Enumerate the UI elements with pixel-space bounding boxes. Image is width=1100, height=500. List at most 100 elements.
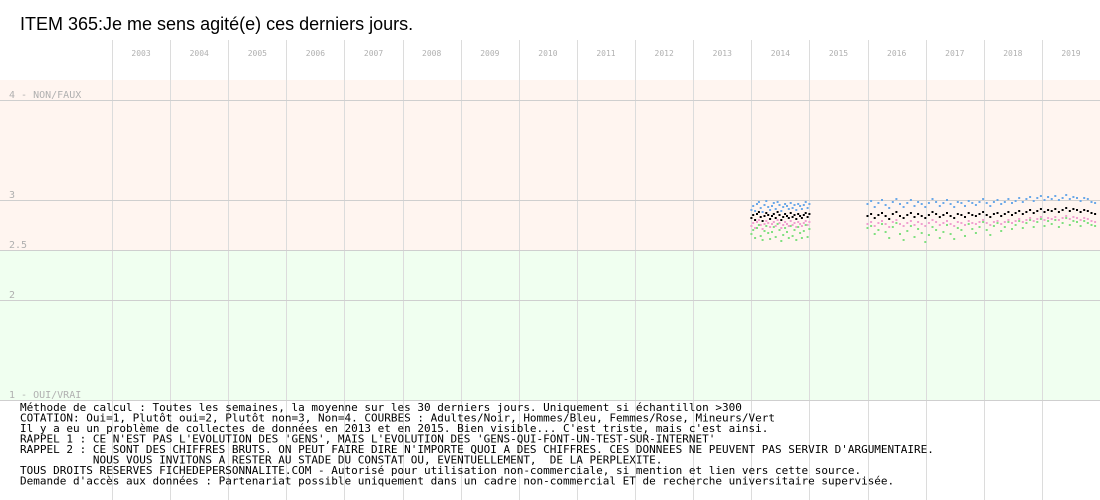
data-point bbox=[946, 220, 948, 222]
data-point bbox=[806, 224, 809, 226]
data-point bbox=[935, 221, 938, 223]
data-point bbox=[1086, 210, 1089, 212]
note-line: RAPPEL 1 : CE N'EST PAS L'EVOLUTION DES … bbox=[20, 433, 715, 446]
data-point bbox=[1014, 224, 1017, 226]
data-point bbox=[917, 201, 920, 203]
data-point bbox=[1065, 207, 1068, 209]
data-point bbox=[1086, 198, 1089, 200]
data-point bbox=[906, 222, 909, 224]
data-point bbox=[964, 224, 966, 226]
data-point bbox=[881, 223, 883, 225]
data-point bbox=[881, 220, 883, 222]
data-point bbox=[791, 207, 794, 209]
data-point bbox=[1032, 200, 1035, 202]
data-point bbox=[891, 213, 894, 215]
footnotes: Méthode de calcul : Toutes les semaines,… bbox=[20, 401, 934, 488]
data-point bbox=[909, 220, 912, 222]
data-point bbox=[1076, 197, 1078, 199]
data-point bbox=[870, 213, 873, 215]
data-point bbox=[870, 200, 873, 202]
data-point bbox=[1000, 203, 1003, 205]
data-point bbox=[763, 230, 766, 232]
data-point bbox=[938, 205, 941, 207]
series-3 bbox=[750, 217, 1097, 243]
data-point bbox=[1021, 213, 1024, 215]
data-point bbox=[797, 203, 800, 205]
data-point bbox=[917, 228, 920, 230]
data-point bbox=[920, 203, 923, 205]
data-point bbox=[942, 214, 945, 216]
data-point bbox=[1057, 199, 1060, 201]
data-point bbox=[1072, 220, 1075, 222]
data-point bbox=[791, 216, 794, 218]
data-point bbox=[750, 233, 753, 235]
data-point bbox=[1090, 201, 1093, 203]
y-tick-label: 2.5 bbox=[9, 240, 27, 251]
note-line: Il y a eu un problème de collectes de do… bbox=[20, 422, 768, 435]
data-point bbox=[754, 237, 757, 239]
data-point bbox=[996, 222, 999, 224]
data-point bbox=[804, 212, 807, 214]
x-tick-label: 2016 bbox=[887, 49, 906, 58]
data-point bbox=[1011, 222, 1013, 224]
data-point bbox=[1018, 210, 1021, 212]
x-tick-label: 2018 bbox=[1003, 49, 1022, 58]
band-0 bbox=[0, 80, 1100, 250]
data-point bbox=[978, 221, 981, 223]
data-point bbox=[757, 224, 760, 226]
data-point bbox=[1054, 216, 1057, 218]
data-point bbox=[800, 208, 803, 210]
data-point bbox=[799, 205, 802, 207]
data-point bbox=[877, 222, 880, 224]
data-point bbox=[1043, 199, 1046, 201]
data-point bbox=[931, 198, 934, 200]
data-point bbox=[759, 235, 762, 237]
data-point bbox=[786, 205, 788, 207]
data-point bbox=[909, 225, 912, 227]
data-point bbox=[1039, 218, 1042, 220]
data-point bbox=[750, 209, 753, 211]
data-point bbox=[772, 213, 775, 215]
y-tick-label: 1 - OUI/VRAI bbox=[9, 390, 81, 401]
data-point bbox=[1032, 220, 1035, 222]
data-point bbox=[752, 214, 755, 216]
data-point bbox=[808, 213, 811, 215]
data-point bbox=[1014, 220, 1017, 222]
data-point bbox=[780, 219, 783, 221]
data-point bbox=[1043, 219, 1046, 221]
data-point bbox=[1079, 211, 1082, 213]
data-point bbox=[800, 225, 803, 227]
data-point bbox=[1032, 212, 1035, 214]
data-point bbox=[1083, 220, 1086, 222]
data-point bbox=[1079, 219, 1082, 221]
data-point bbox=[1047, 220, 1050, 222]
data-point bbox=[1090, 220, 1093, 222]
data-point bbox=[784, 213, 787, 215]
data-point bbox=[938, 237, 941, 239]
data-point bbox=[1090, 224, 1093, 226]
series-1 bbox=[750, 194, 1097, 213]
data-point bbox=[1029, 219, 1032, 221]
data-point bbox=[884, 215, 887, 217]
data-point bbox=[967, 223, 970, 225]
data-point bbox=[985, 222, 988, 224]
data-point bbox=[974, 232, 977, 234]
data-point bbox=[750, 225, 753, 227]
data-point bbox=[946, 199, 948, 201]
data-point bbox=[927, 202, 930, 204]
data-point bbox=[949, 203, 952, 205]
data-point bbox=[902, 225, 905, 227]
data-point bbox=[949, 223, 952, 225]
data-point bbox=[971, 222, 974, 224]
data-point bbox=[1043, 225, 1046, 227]
data-point bbox=[1068, 210, 1071, 212]
data-point bbox=[767, 214, 770, 216]
data-point bbox=[1065, 194, 1068, 196]
x-tick-label: 2009 bbox=[480, 49, 499, 58]
data-point bbox=[808, 203, 811, 205]
data-point bbox=[754, 219, 757, 221]
data-point bbox=[1036, 221, 1039, 223]
data-point bbox=[800, 237, 803, 239]
data-point bbox=[1076, 209, 1078, 211]
data-point bbox=[877, 202, 880, 204]
